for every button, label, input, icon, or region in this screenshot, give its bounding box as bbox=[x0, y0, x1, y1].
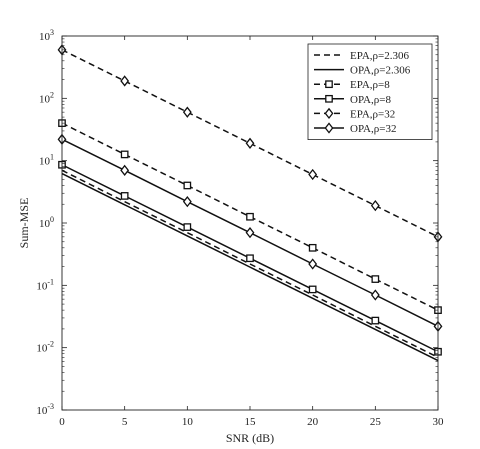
data-point bbox=[308, 243, 317, 252]
data-point bbox=[308, 168, 318, 181]
data-point bbox=[245, 227, 255, 239]
x-tick-label: 0 bbox=[59, 416, 65, 428]
legend-item: EPA,ρ=32 bbox=[314, 107, 395, 120]
series-2 bbox=[58, 119, 442, 314]
y-tick-label: 100 bbox=[39, 215, 54, 230]
series-line bbox=[61, 169, 439, 358]
y-tick-label: 10-1 bbox=[36, 277, 54, 292]
x-tick-label: 25 bbox=[370, 416, 382, 428]
legend-item: OPA,ρ=2.306 bbox=[314, 65, 411, 77]
x-tick-label: 15 bbox=[245, 416, 257, 428]
legend-marker bbox=[324, 107, 334, 120]
legend-label: EPA,ρ=2.306 bbox=[350, 50, 409, 62]
data-point bbox=[120, 164, 130, 176]
data-point bbox=[120, 150, 129, 159]
data-point bbox=[182, 196, 192, 208]
legend-marker bbox=[325, 94, 333, 103]
x-tick-label: 10 bbox=[182, 416, 194, 428]
tick-layer: 0 5 10 15 20 25 30 10-3 10-2 10-1 100 101 102 103 bbox=[36, 28, 444, 428]
data-point bbox=[246, 212, 254, 221]
data-point bbox=[371, 316, 380, 325]
data-point bbox=[120, 75, 130, 87]
data-point bbox=[245, 137, 255, 149]
data-point bbox=[182, 106, 192, 118]
data-point bbox=[370, 289, 380, 301]
legend: EPA,ρ=2.306 OPA,ρ=2.306 EPA,ρ=8 OPA,ρ=8 EPA,… bbox=[307, 43, 433, 140]
data-point bbox=[308, 285, 317, 294]
legend-label: OPA,ρ=2.306 bbox=[350, 65, 411, 77]
data-point bbox=[370, 199, 380, 212]
series-line bbox=[61, 172, 439, 362]
y-tick-label: 103 bbox=[39, 28, 54, 43]
x-tick-label: 5 bbox=[122, 416, 128, 428]
x-tick-label: 20 bbox=[307, 416, 319, 428]
legend-item: EPA,ρ=2.306 bbox=[314, 50, 409, 62]
series-3 bbox=[58, 160, 442, 356]
data-point bbox=[246, 254, 254, 263]
legend-item: EPA,ρ=8 bbox=[314, 79, 390, 91]
legend-label: EPA,ρ=8 bbox=[350, 79, 390, 91]
data-point bbox=[183, 223, 192, 231]
data-point bbox=[183, 181, 192, 190]
x-tick-label: 30 bbox=[433, 416, 445, 428]
series-1 bbox=[61, 172, 439, 362]
legend-item: OPA,ρ=32 bbox=[314, 122, 396, 135]
legend-item: OPA,ρ=8 bbox=[314, 94, 391, 106]
y-tick-label: 10-3 bbox=[36, 402, 54, 417]
y-axis-label: Sum-MSE bbox=[17, 198, 31, 249]
legend-marker bbox=[325, 80, 333, 89]
series-0 bbox=[61, 169, 439, 358]
data-point bbox=[120, 192, 129, 200]
data-point bbox=[308, 258, 318, 270]
series-5 bbox=[57, 133, 443, 332]
series-layer bbox=[57, 44, 443, 362]
y-tick-label: 101 bbox=[39, 153, 54, 168]
legend-marker bbox=[324, 122, 334, 134]
legend-label: EPA,ρ=32 bbox=[350, 108, 395, 120]
y-tick-label: 102 bbox=[39, 90, 54, 105]
data-point bbox=[371, 275, 380, 283]
x-axis-label: SNR (dB) bbox=[226, 431, 274, 445]
legend-label: OPA,ρ=8 bbox=[350, 94, 391, 106]
legend-label: OPA,ρ=32 bbox=[350, 123, 396, 135]
y-tick-label: 10-2 bbox=[36, 340, 54, 355]
